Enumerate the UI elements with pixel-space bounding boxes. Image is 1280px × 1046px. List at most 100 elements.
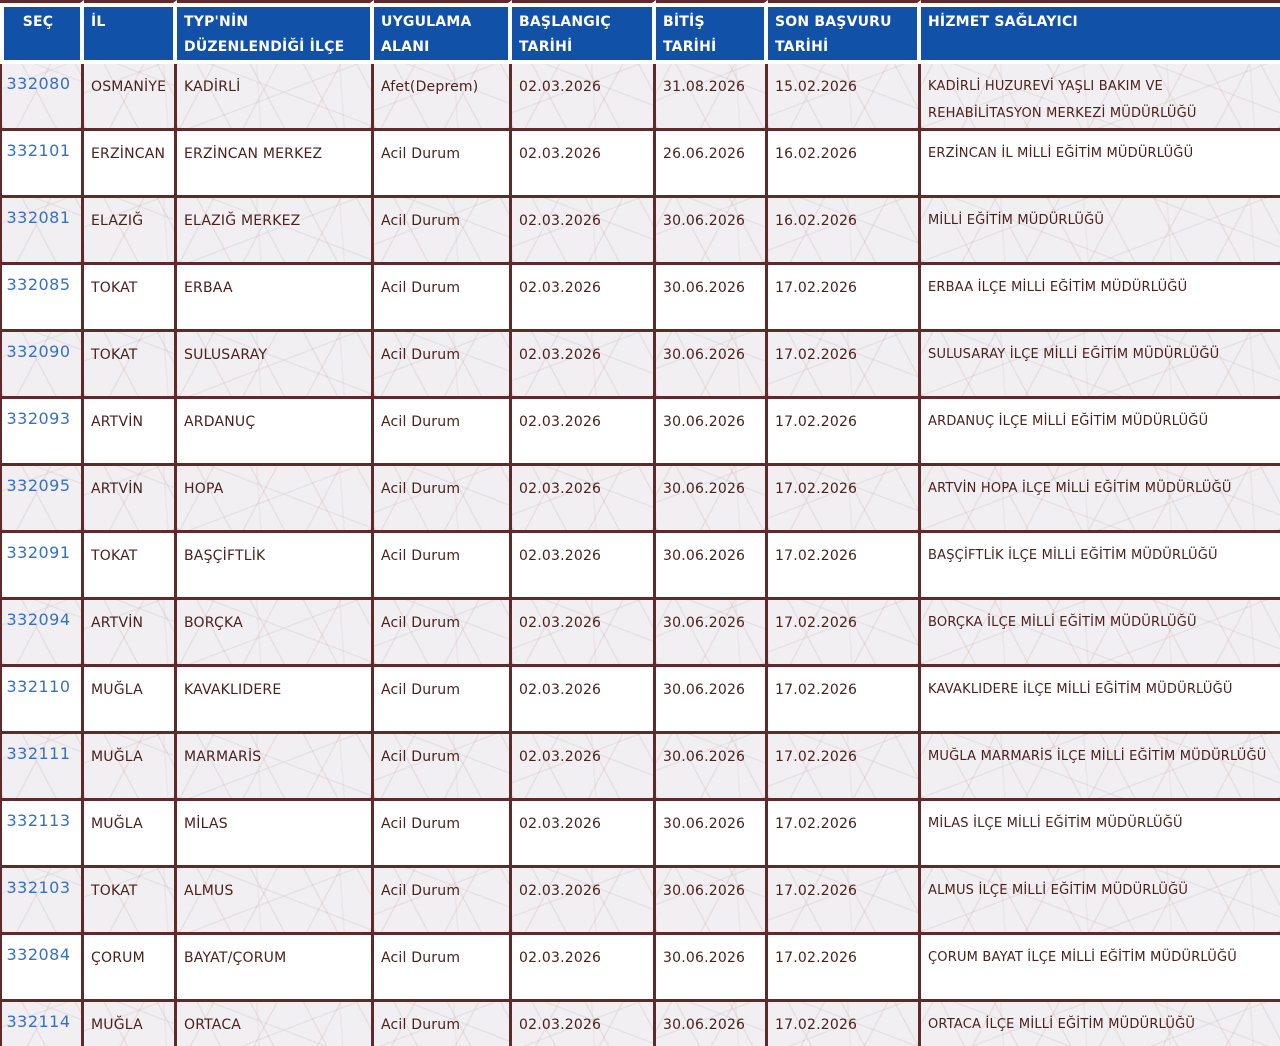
cell-sec: 332091	[0, 533, 84, 600]
cell-hizmet-saglayici: MUĞLA MARMARİS İLÇE MİLLİ EĞİTİM MÜDÜRLÜ…	[921, 734, 1280, 801]
cell-hizmet-saglayici: ALMUS İLÇE MİLLİ EĞİTİM MÜDÜRLÜĞÜ	[921, 868, 1280, 935]
cell-uygulama-alani: Acil Durum	[374, 801, 512, 868]
cell-sec: 332111	[0, 734, 84, 801]
table-row: 332081 ELAZIĞ ELAZIĞ MERKEZ Acil Durum 0…	[0, 198, 1280, 265]
cell-son-basvuru: 17.02.2026	[768, 600, 921, 667]
cell-bitis-tarihi: 30.06.2026	[656, 533, 768, 600]
row-select-link[interactable]: 332111	[6, 744, 71, 763]
row-select-link[interactable]: 332091	[6, 543, 71, 562]
table-row: 332101 ERZİNCAN ERZİNCAN MERKEZ Acil Dur…	[0, 131, 1280, 198]
cell-bitis-tarihi: 30.06.2026	[656, 399, 768, 466]
row-select-link[interactable]: 332093	[6, 409, 71, 428]
cell-baslangic-tarihi: 02.03.2026	[512, 600, 656, 667]
column-header-ilce: TYP'NİN DÜZENLENDİĞİ İLÇE	[177, 0, 374, 64]
cell-ilce: ERBAA	[177, 265, 374, 332]
cell-baslangic-tarihi: 02.03.2026	[512, 466, 656, 533]
cell-hizmet-saglayici: ERBAA İLÇE MİLLİ EĞİTİM MÜDÜRLÜĞÜ	[921, 265, 1280, 332]
cell-baslangic-tarihi: 02.03.2026	[512, 399, 656, 466]
cell-il: OSMANİYE	[84, 64, 177, 131]
column-header-hizmet-saglayici: HİZMET SAĞLAYICI	[921, 0, 1280, 64]
cell-sec: 332103	[0, 868, 84, 935]
row-select-link[interactable]: 332081	[6, 208, 71, 227]
row-select-link[interactable]: 332101	[6, 141, 71, 160]
cell-son-basvuru: 17.02.2026	[768, 332, 921, 399]
table-row: 332080 OSMANİYE KADİRLİ Afet(Deprem) 02.…	[0, 64, 1280, 131]
cell-il: MUĞLA	[84, 1002, 177, 1046]
cell-ilce: BAŞÇİFTLİK	[177, 533, 374, 600]
cell-baslangic-tarihi: 02.03.2026	[512, 734, 656, 801]
cell-ilce: ERZİNCAN MERKEZ	[177, 131, 374, 198]
cell-ilce: ORTACA	[177, 1002, 374, 1046]
row-select-link[interactable]: 332080	[6, 74, 71, 93]
cell-bitis-tarihi: 30.06.2026	[656, 198, 768, 265]
cell-il: ARTVİN	[84, 399, 177, 466]
cell-son-basvuru: 17.02.2026	[768, 734, 921, 801]
cell-son-basvuru: 17.02.2026	[768, 801, 921, 868]
cell-bitis-tarihi: 30.06.2026	[656, 466, 768, 533]
cell-ilce: BAYAT/ÇORUM	[177, 935, 374, 1002]
cell-uygulama-alani: Acil Durum	[374, 131, 512, 198]
cell-sec: 332080	[0, 64, 84, 131]
cell-hizmet-saglayici: ARTVİN HOPA İLÇE MİLLİ EĞİTİM MÜDÜRLÜĞÜ	[921, 466, 1280, 533]
table-row: 332093 ARTVİN ARDANUÇ Acil Durum 02.03.2…	[0, 399, 1280, 466]
cell-baslangic-tarihi: 02.03.2026	[512, 935, 656, 1002]
row-select-link[interactable]: 332095	[6, 476, 71, 495]
cell-son-basvuru: 17.02.2026	[768, 1002, 921, 1046]
cell-son-basvuru: 17.02.2026	[768, 399, 921, 466]
table-row: 332084 ÇORUM BAYAT/ÇORUM Acil Durum 02.0…	[0, 935, 1280, 1002]
cell-sec: 332110	[0, 667, 84, 734]
cell-il: ARTVİN	[84, 600, 177, 667]
row-select-link[interactable]: 332084	[6, 945, 71, 964]
cell-il: MUĞLA	[84, 734, 177, 801]
row-select-link[interactable]: 332110	[6, 677, 71, 696]
cell-ilce: KADİRLİ	[177, 64, 374, 131]
cell-son-basvuru: 17.02.2026	[768, 265, 921, 332]
cell-il: TOKAT	[84, 265, 177, 332]
table-row: 332095 ARTVİN HOPA Acil Durum 02.03.2026…	[0, 466, 1280, 533]
cell-son-basvuru: 16.02.2026	[768, 198, 921, 265]
table-row: 332103 TOKAT ALMUS Acil Durum 02.03.2026…	[0, 868, 1280, 935]
cell-hizmet-saglayici: ERZİNCAN İL MİLLİ EĞİTİM MÜDÜRLÜĞÜ	[921, 131, 1280, 198]
cell-uygulama-alani: Acil Durum	[374, 265, 512, 332]
cell-il: TOKAT	[84, 332, 177, 399]
cell-baslangic-tarihi: 02.03.2026	[512, 533, 656, 600]
cell-il: TOKAT	[84, 533, 177, 600]
cell-hizmet-saglayici: MİLLİ EĞİTİM MÜDÜRLÜĞÜ	[921, 198, 1280, 265]
cell-sec: 332114	[0, 1002, 84, 1046]
table-body: 332080 OSMANİYE KADİRLİ Afet(Deprem) 02.…	[0, 64, 1280, 1046]
cell-uygulama-alani: Acil Durum	[374, 332, 512, 399]
row-select-link[interactable]: 332094	[6, 610, 71, 629]
cell-bitis-tarihi: 30.06.2026	[656, 801, 768, 868]
cell-son-basvuru: 17.02.2026	[768, 667, 921, 734]
cell-baslangic-tarihi: 02.03.2026	[512, 667, 656, 734]
row-select-link[interactable]: 332090	[6, 342, 71, 361]
column-header-il: İL	[84, 0, 177, 64]
cell-hizmet-saglayici: KAVAKLIDERE İLÇE MİLLİ EĞİTİM MÜDÜRLÜĞÜ	[921, 667, 1280, 734]
row-select-link[interactable]: 332103	[6, 878, 71, 897]
row-select-link[interactable]: 332113	[6, 811, 71, 830]
cell-sec: 332094	[0, 600, 84, 667]
cell-baslangic-tarihi: 02.03.2026	[512, 801, 656, 868]
cell-hizmet-saglayici: SULUSARAY İLÇE MİLLİ EĞİTİM MÜDÜRLÜĞÜ	[921, 332, 1280, 399]
cell-uygulama-alani: Acil Durum	[374, 868, 512, 935]
cell-ilce: ALMUS	[177, 868, 374, 935]
cell-hizmet-saglayici: ÇORUM BAYAT İLÇE MİLLİ EĞİTİM MÜDÜRLÜĞÜ	[921, 935, 1280, 1002]
cell-uygulama-alani: Acil Durum	[374, 533, 512, 600]
table-header: SEÇ İL TYP'NİN DÜZENLENDİĞİ İLÇE UYGULAM…	[0, 0, 1280, 64]
cell-son-basvuru: 17.02.2026	[768, 868, 921, 935]
cell-son-basvuru: 17.02.2026	[768, 935, 921, 1002]
cell-ilce: HOPA	[177, 466, 374, 533]
cell-sec: 332093	[0, 399, 84, 466]
cell-sec: 332090	[0, 332, 84, 399]
column-header-uygulama-alani: UYGULAMA ALANI	[374, 0, 512, 64]
cell-son-basvuru: 17.02.2026	[768, 466, 921, 533]
cell-uygulama-alani: Afet(Deprem)	[374, 64, 512, 131]
row-select-link[interactable]: 332085	[6, 275, 71, 294]
cell-il: MUĞLA	[84, 667, 177, 734]
row-select-link[interactable]: 332114	[6, 1012, 71, 1031]
cell-hizmet-saglayici: BAŞÇİFTLİK İLÇE MİLLİ EĞİTİM MÜDÜRLÜĞÜ	[921, 533, 1280, 600]
cell-ilce: SULUSARAY	[177, 332, 374, 399]
cell-uygulama-alani: Acil Durum	[374, 399, 512, 466]
cell-hizmet-saglayici: ARDANUÇ İLÇE MİLLİ EĞİTİM MÜDÜRLÜĞÜ	[921, 399, 1280, 466]
column-header-baslangic-tarihi: BAŞLANGIÇ TARİHİ	[512, 0, 656, 64]
